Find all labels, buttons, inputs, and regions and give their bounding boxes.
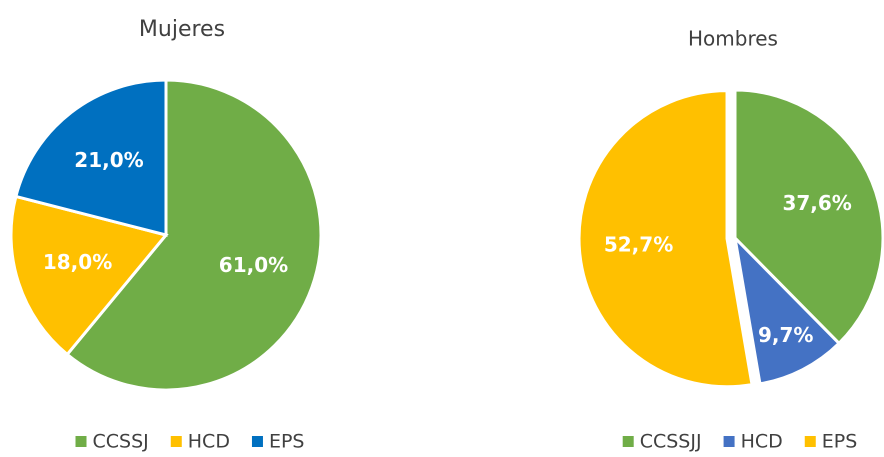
legend-label: EPS [822,431,858,453]
pie-slice [732,233,842,386]
pie-slice [65,78,323,392]
pie-slice [733,88,884,346]
data-label: 52,7% [604,233,673,257]
legend-label: EPS [269,431,305,453]
legend-swatch [622,436,634,447]
pie-slice [14,78,168,237]
data-label: 61,0% [219,253,288,277]
data-label: 37,6% [782,191,851,215]
legend-swatch [804,436,816,447]
legend-swatch [723,436,735,447]
legend-label: CCSSJ [93,431,149,453]
chart-title: Hombres [688,27,778,51]
chart-title: Mujeres [139,17,225,42]
data-label: 21,0% [74,148,143,172]
data-label: 18,0% [43,250,112,274]
legend-label: HCD [741,431,783,453]
pie-slice [9,194,169,357]
data-label: 9,7% [758,323,813,347]
legend-label: HCD [188,431,230,453]
legend-swatch [170,436,182,447]
pie-slice [577,89,754,389]
legend-label: CCSSJJ [640,431,702,453]
legend-swatch [251,436,263,447]
legend-swatch [75,436,87,447]
